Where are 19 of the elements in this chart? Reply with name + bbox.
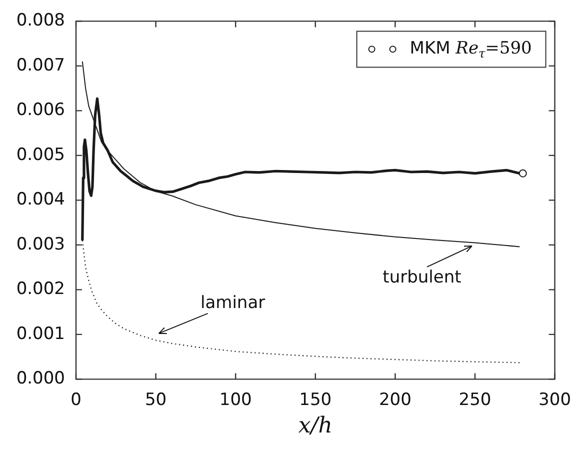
x-axis-title: x/h [298, 414, 332, 439]
x-tick-label: 0 [70, 390, 82, 410]
y-tick-label: 0.008 [16, 10, 65, 31]
y-tick-label: 0.007 [16, 55, 65, 76]
annotation: laminar [200, 292, 266, 313]
x-tick-label: 100 [219, 390, 252, 410]
y-tick-label: 0.002 [16, 279, 65, 300]
y-tick-label: 0.004 [16, 190, 65, 210]
x-tick-label: 200 [378, 390, 412, 410]
x-tick-label: 300 [538, 390, 572, 410]
y-tick-label: 0.000 [16, 368, 65, 389]
x-tick-label: 150 [299, 390, 332, 410]
x-tick-label: 250 [458, 390, 492, 410]
x-tick-label: 50 [144, 390, 167, 410]
y-tick-label: 0.005 [16, 144, 65, 165]
y-tick-label: 0.001 [16, 324, 65, 344]
annotation: turbulent [382, 267, 462, 288]
y-tick-label: 0.003 [16, 234, 65, 254]
y-tick-label: 0.006 [16, 100, 65, 120]
